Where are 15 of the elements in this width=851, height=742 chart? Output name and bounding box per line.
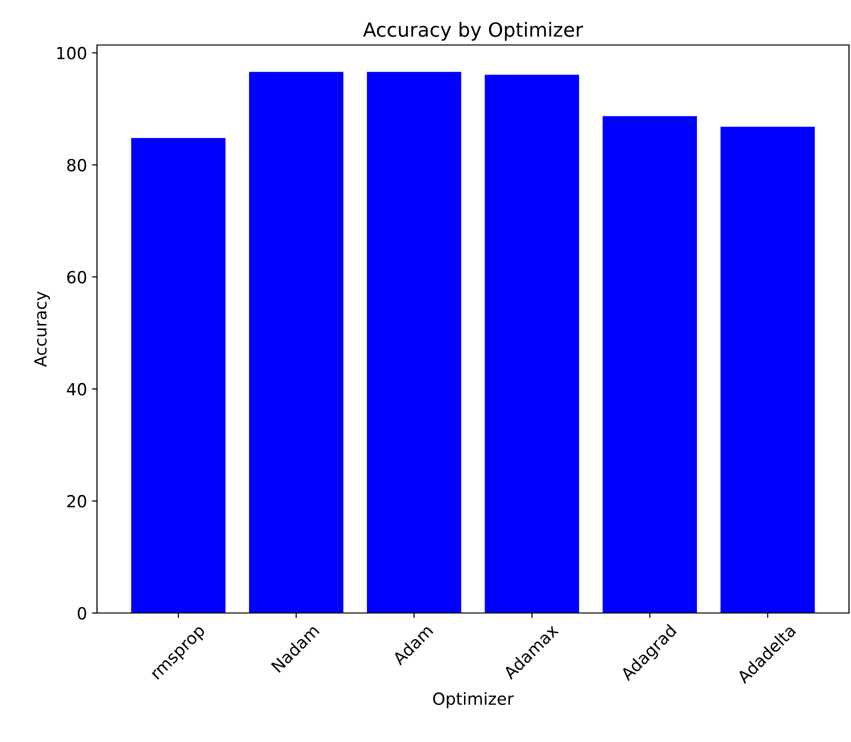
- y-tick-label: 0: [78, 606, 86, 620]
- x-axis-title: Optimizer: [433, 692, 514, 708]
- y-axis-title: Accuracy: [34, 291, 50, 367]
- y-tick-label: 60: [67, 270, 86, 284]
- bar: [366, 72, 462, 613]
- bar: [131, 138, 226, 613]
- chart-title: Accuracy by Optimizer: [363, 22, 584, 41]
- bar: [249, 72, 344, 613]
- bar: [602, 116, 697, 613]
- y-tick-label: 40: [66, 382, 86, 396]
- bar: [720, 126, 815, 613]
- bar: [484, 74, 580, 613]
- y-tick-label: 100: [57, 46, 86, 60]
- y-tick-label: 20: [67, 494, 86, 508]
- y-tick-label: 80: [67, 158, 86, 172]
